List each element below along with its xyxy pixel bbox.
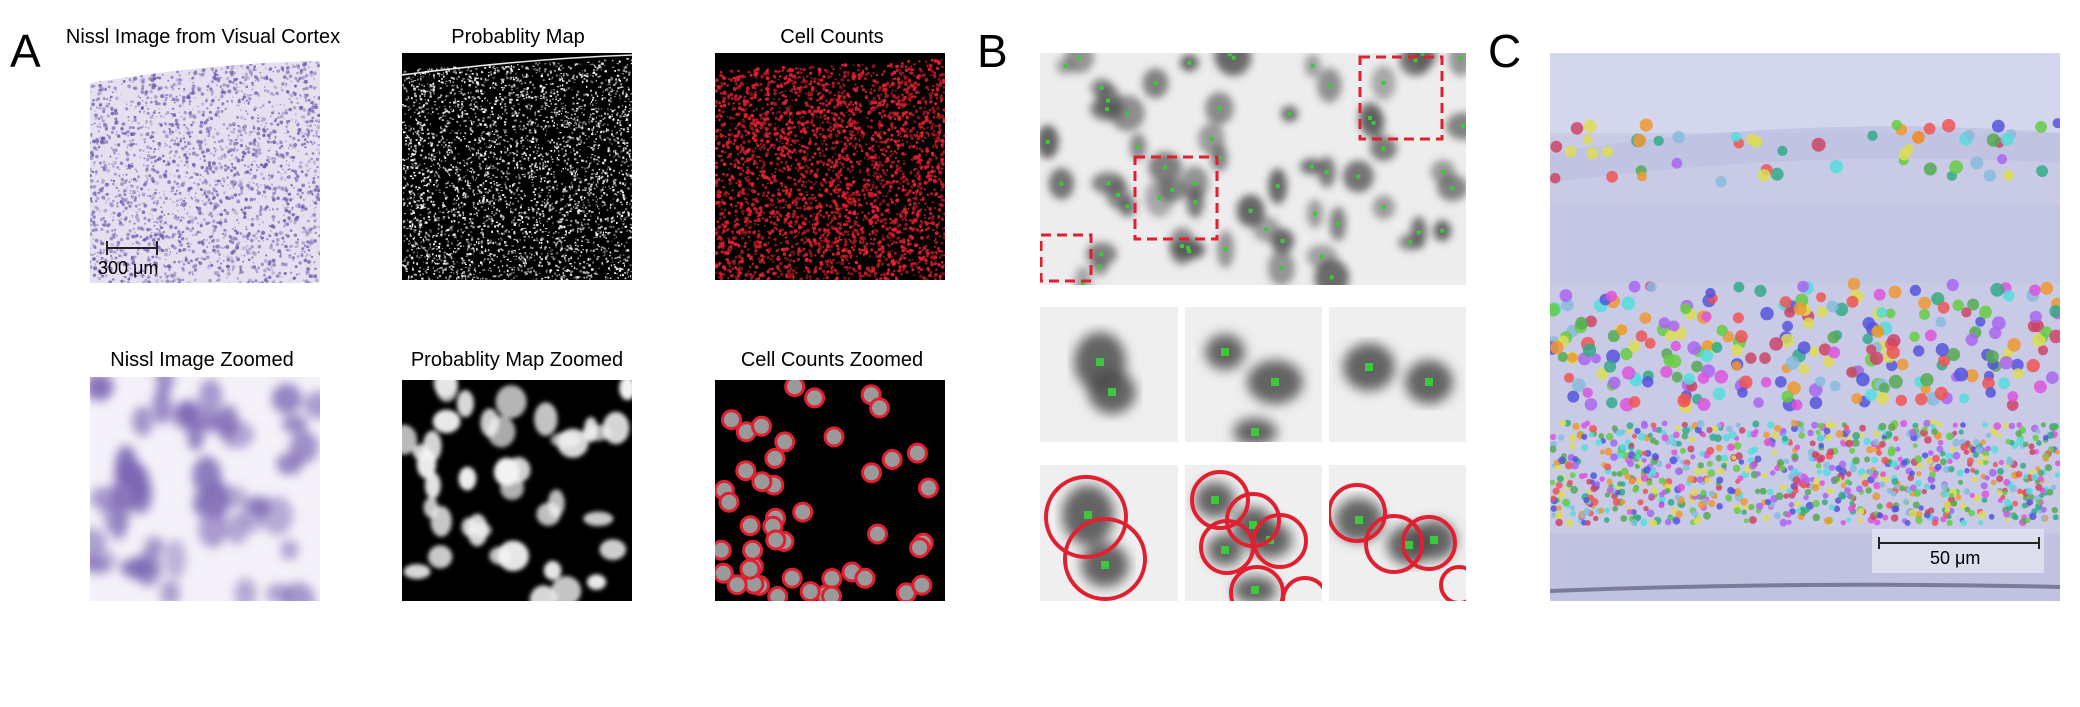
retina-nuclei bbox=[1550, 118, 2060, 527]
retina-segmentation-image: 50 μm bbox=[1550, 53, 2060, 601]
crop-detection-rings bbox=[1190, 470, 1322, 601]
title-nissl-zoomed: Nissl Image Zoomed bbox=[110, 349, 294, 371]
title-cell-counts: Cell Counts bbox=[780, 26, 884, 48]
scale-bar-50um bbox=[1878, 537, 2040, 551]
crop-center-markers bbox=[1355, 516, 1438, 549]
nissl-zoomed-texture bbox=[90, 377, 320, 601]
scale-bar-300um bbox=[96, 238, 176, 278]
cell-counts-image bbox=[715, 53, 945, 280]
scale-label-50um: 50 μm bbox=[1930, 548, 1981, 568]
zoom-region-boxes bbox=[1040, 55, 1444, 283]
crop-3-detections bbox=[1329, 465, 1466, 601]
nissl-image bbox=[90, 53, 320, 283]
title-cell-counts-zoomed: Cell Counts Zoomed bbox=[740, 349, 924, 371]
scale-label-300um: 300 μm bbox=[98, 258, 159, 278]
probability-map-zoomed-image bbox=[402, 380, 632, 601]
cell-counts-zoomed-texture bbox=[715, 380, 939, 601]
crop-1-detections bbox=[1040, 465, 1178, 601]
probability-map-image bbox=[402, 53, 632, 280]
crop-detection-rings bbox=[1329, 483, 1466, 601]
crop-cells bbox=[1205, 334, 1303, 442]
title-nissl-image: Nissl Image from Visual Cortex bbox=[65, 26, 341, 48]
crop-3-raw bbox=[1329, 307, 1466, 442]
probability-zoomed-texture bbox=[402, 380, 632, 601]
cell-counts-zoomed-image bbox=[715, 380, 945, 601]
crop-cells bbox=[1343, 343, 1453, 404]
panel-label-c: C bbox=[1488, 25, 1522, 77]
crop-detection-rings bbox=[1044, 475, 1147, 601]
title-probability-map: Probablity Map bbox=[451, 26, 585, 48]
probability-texture bbox=[402, 54, 632, 280]
nissl-zoomed-image bbox=[90, 377, 320, 601]
crop-cells bbox=[1335, 498, 1456, 565]
cell-counts-texture bbox=[715, 58, 945, 280]
crop-center-markers bbox=[1221, 348, 1279, 436]
nissl-texture bbox=[90, 53, 320, 283]
scale-bar-box bbox=[1872, 529, 2044, 573]
cell-center-markers bbox=[1045, 53, 1466, 285]
crop-cells bbox=[1195, 482, 1292, 601]
crop-center-markers bbox=[1365, 363, 1433, 386]
overview-cells bbox=[1040, 53, 1466, 285]
crop-center-markers bbox=[1096, 358, 1116, 396]
crop-cells bbox=[1074, 332, 1136, 414]
crop-2-raw bbox=[1185, 307, 1322, 442]
cell-detection-overview bbox=[1040, 53, 1466, 285]
crop-2-detections bbox=[1185, 465, 1322, 601]
crop-center-markers bbox=[1084, 511, 1109, 569]
panel-label-a: A bbox=[10, 25, 41, 77]
panel-label-b: B bbox=[977, 25, 1008, 77]
crop-1-raw bbox=[1040, 307, 1178, 442]
title-probability-map-zoomed: Probablity Map Zoomed bbox=[410, 349, 624, 371]
